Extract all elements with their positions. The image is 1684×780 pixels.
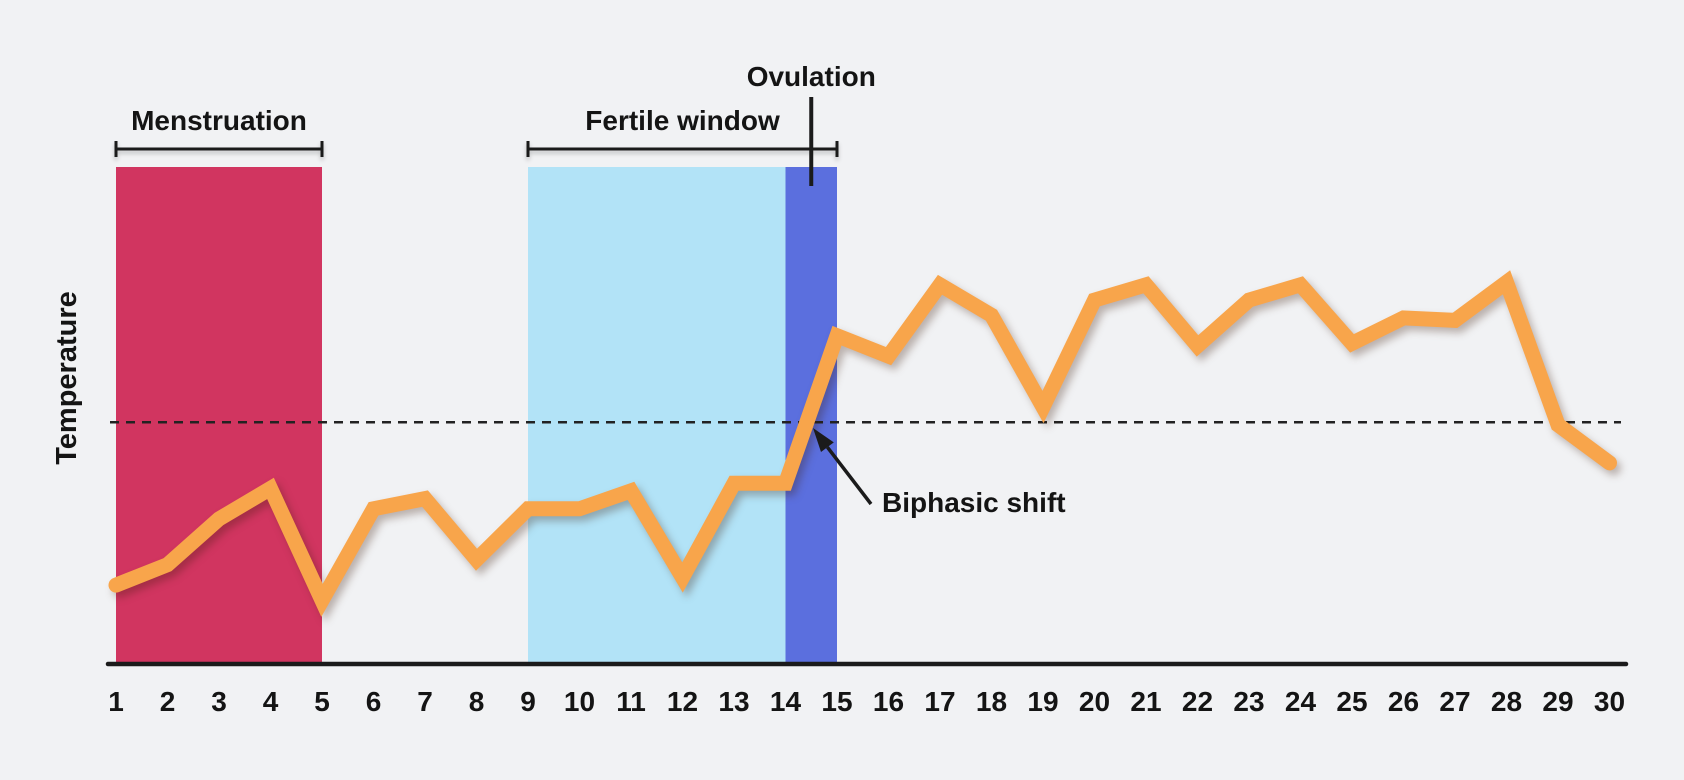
day-label-25: 25 [1336,686,1367,717]
day-label-6: 6 [366,686,382,717]
fertile-window-label: Fertile window [585,105,780,136]
menstruation-band [116,167,322,662]
day-label-2: 2 [160,686,176,717]
day-label-24: 24 [1285,686,1317,717]
range-brackets [114,141,839,157]
day-label-27: 27 [1439,686,1470,717]
ovulation-label: Ovulation [747,61,876,92]
day-label-10: 10 [564,686,595,717]
day-label-13: 13 [718,686,749,717]
day-label-15: 15 [821,686,852,717]
day-label-28: 28 [1491,686,1522,717]
day-label-5: 5 [314,686,330,717]
day-label-30: 30 [1594,686,1625,717]
biphasic-shift-label: Biphasic shift [882,487,1066,518]
fertile-window-bracket [526,141,839,157]
day-label-7: 7 [417,686,433,717]
day-label-19: 19 [1027,686,1058,717]
temperature-line [108,270,1617,617]
day-label-18: 18 [976,686,1007,717]
day-label-8: 8 [469,686,485,717]
menstruation-bracket [114,141,324,157]
day-label-29: 29 [1542,686,1573,717]
day-label-12: 12 [667,686,698,717]
menstruation-label: Menstruation [131,105,307,136]
day-label-17: 17 [924,686,955,717]
day-label-3: 3 [211,686,227,717]
day-label-20: 20 [1079,686,1110,717]
day-label-4: 4 [263,686,279,717]
day-label-22: 22 [1182,686,1213,717]
day-label-21: 21 [1130,686,1161,717]
phase-bands [116,167,837,662]
day-label-23: 23 [1233,686,1264,717]
day-label-16: 16 [873,686,904,717]
day-label-1: 1 [108,686,124,717]
day-label-11: 11 [616,686,646,717]
biphasic-shift-annotation: Biphasic shift [813,428,1066,518]
y-axis-label: Temperature [51,291,83,465]
x-axis-day-labels: 1 2 3 4 5 6 7 8 9 10 11 12 13 14 15 16 17 18 19 20 21 22 23 24 2… [108,686,1625,717]
day-label-9: 9 [520,686,536,717]
biphasic-arrow-head [813,428,834,452]
day-label-14: 14 [770,686,802,717]
day-label-26: 26 [1388,686,1419,717]
biphasic-arrow-line [826,446,873,506]
